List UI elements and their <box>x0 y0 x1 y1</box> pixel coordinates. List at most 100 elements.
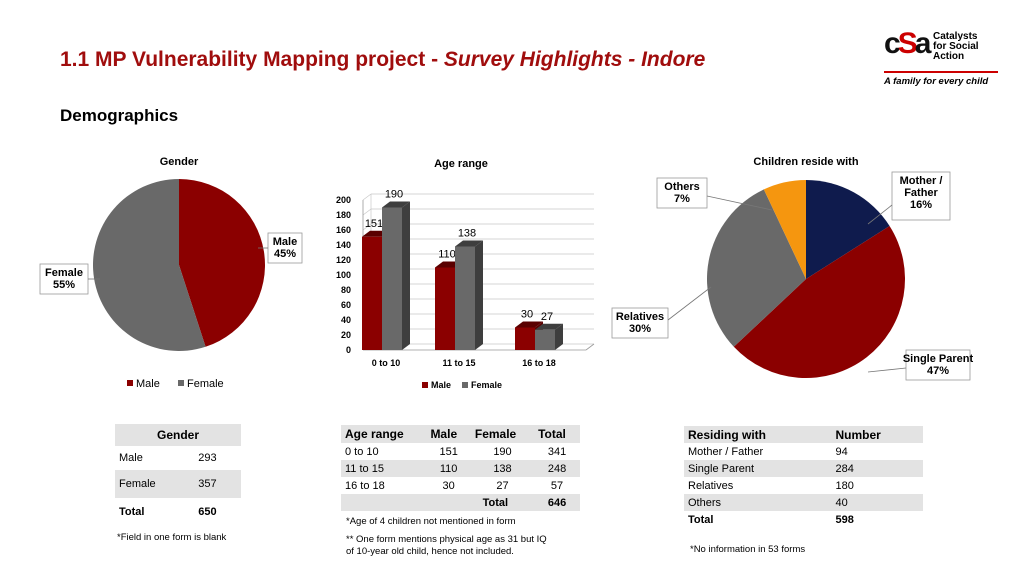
table-header-cell: Male <box>430 427 458 441</box>
callout-label-mother-father: Mother / <box>900 175 943 187</box>
title-main: 1.1 MP Vulnerability Mapping project - <box>60 48 444 71</box>
table-cell: 110 <box>439 462 458 475</box>
csa-logo: cSa Catalysts for Social Action A family… <box>884 27 1004 88</box>
female-callout-label: Female <box>45 267 83 279</box>
callout-label-mother-father: Father <box>904 187 938 199</box>
male-callout-box <box>267 232 303 264</box>
table-cell: Male <box>119 452 143 464</box>
callout-label-single-parent: Single Parent <box>903 353 974 365</box>
y-tick-label: 100 <box>336 270 351 280</box>
reside-chart-title: Children reside with <box>753 156 858 168</box>
callout-line-mother-father <box>867 204 893 225</box>
logo-line-3: Action <box>933 51 965 62</box>
bar-value-label: 190 <box>385 189 403 201</box>
y-tick-label: 0 <box>346 345 351 355</box>
legend-label-female: Female <box>471 380 502 390</box>
bar-male <box>435 267 455 350</box>
table-cell: 180 <box>835 479 854 492</box>
callout-label-mother-father: 16% <box>910 199 932 211</box>
table-header-cell: Total <box>538 427 566 441</box>
logo-letter-s: S <box>897 27 918 60</box>
section-heading: Demographics <box>60 106 179 125</box>
bar-side-female <box>402 201 410 350</box>
table-cell: 16 to 18 <box>345 479 385 492</box>
y-tick-label: 180 <box>336 210 351 220</box>
legend-swatch-female <box>178 380 184 386</box>
logo-tagline: A family for every child <box>884 76 989 87</box>
table-cell: Total <box>119 506 145 518</box>
logo-letter-c: c <box>884 27 901 60</box>
bar-side-female <box>475 240 483 350</box>
male-callout-label: Male <box>273 236 297 248</box>
table-cell: 293 <box>198 452 217 464</box>
table-cell: Single Parent <box>688 462 755 475</box>
gender-note: *Field in one form is blank <box>117 532 227 543</box>
female-callout-label: 55% <box>53 279 75 291</box>
residing-table: Residing with Number Mother / Father 94 Si… <box>684 426 923 528</box>
y-tick-label: 40 <box>341 315 351 325</box>
bar-female <box>382 207 402 350</box>
legend-swatch-female <box>462 382 468 388</box>
legend-label-female: Female <box>187 378 224 390</box>
bar-top-female <box>535 323 563 330</box>
table-cell: 138 <box>493 462 512 475</box>
table-header-cell: Number <box>835 427 881 442</box>
legend-swatch-male <box>127 380 133 386</box>
age-table: Age range Male Female Total 0 to 10 151 19… <box>341 425 580 511</box>
callout-label-single-parent: 47% <box>927 365 949 377</box>
grid-line-side <box>362 193 372 201</box>
gender-slice-male <box>179 179 266 347</box>
callout-line-single-parent <box>867 367 907 373</box>
legend-label-male: Male <box>431 380 451 390</box>
table-cell: 151 <box>439 445 458 458</box>
page-title: 1.1 MP Vulnerability Mapping project - S… <box>60 48 705 72</box>
bar-value-label: 138 <box>458 228 476 240</box>
table-cell: 190 <box>493 445 512 458</box>
callout-label-relatives: Relatives <box>616 311 664 323</box>
bar-top-female <box>455 240 483 247</box>
table-cell: 40 <box>835 496 848 509</box>
bar-value-label: 27 <box>541 311 553 323</box>
table-cell: 30 <box>442 479 455 492</box>
callout-label-relatives: 30% <box>629 323 651 335</box>
callout-line-others <box>706 195 773 211</box>
reside-slice-others <box>763 180 806 279</box>
age-note-2: ** One form mentions physical age as 31 … <box>346 534 547 545</box>
table-cell: Mother / Father <box>688 445 764 458</box>
logo-rule <box>884 71 998 73</box>
bar-male <box>515 327 535 350</box>
callout-label-others: Others <box>664 181 699 193</box>
table-cell: 94 <box>835 445 848 458</box>
callout-box-others <box>656 177 708 209</box>
bar-female <box>455 246 475 350</box>
table-cell: 341 <box>547 445 567 458</box>
table-cell: Total <box>482 496 509 509</box>
y-tick-label: 120 <box>336 255 351 265</box>
y-tick-label: 20 <box>341 330 351 340</box>
logo-name: Catalysts for Social Action <box>933 32 1003 62</box>
x-tick-label: 16 to 18 <box>522 358 556 368</box>
gender-chart-title: Gender <box>160 156 199 168</box>
bar-value-label: 110 <box>438 249 456 261</box>
logo-line-1: Catalysts <box>933 31 978 42</box>
y-tick-label: 80 <box>341 285 351 295</box>
male-callout-label: 45% <box>274 248 296 260</box>
table-cell: 0 to 10 <box>345 445 379 458</box>
legend-swatch-male <box>422 382 428 388</box>
reside-slice-mother-father <box>806 180 890 279</box>
callout-line-relatives <box>667 286 712 321</box>
x-tick-label: 11 to 15 <box>442 358 475 368</box>
table-cell: 598 <box>835 513 854 526</box>
residing-note: *No information in 53 forms <box>690 544 806 555</box>
table-cell: Female <box>119 478 156 490</box>
grid-line-side <box>362 223 372 231</box>
grid-line-side <box>362 208 372 216</box>
bar-value-label: 151 <box>365 218 383 230</box>
legend-label-male: Male <box>136 378 160 390</box>
age-note-3: of 10-year old child, hence not included… <box>346 546 514 557</box>
table-header-cell: Residing with <box>688 427 766 442</box>
bar-top-female <box>382 201 410 208</box>
x-tick-label: 0 to 10 <box>372 358 401 368</box>
table-cell: 284 <box>835 462 854 475</box>
table-cell: 57 <box>550 479 564 492</box>
